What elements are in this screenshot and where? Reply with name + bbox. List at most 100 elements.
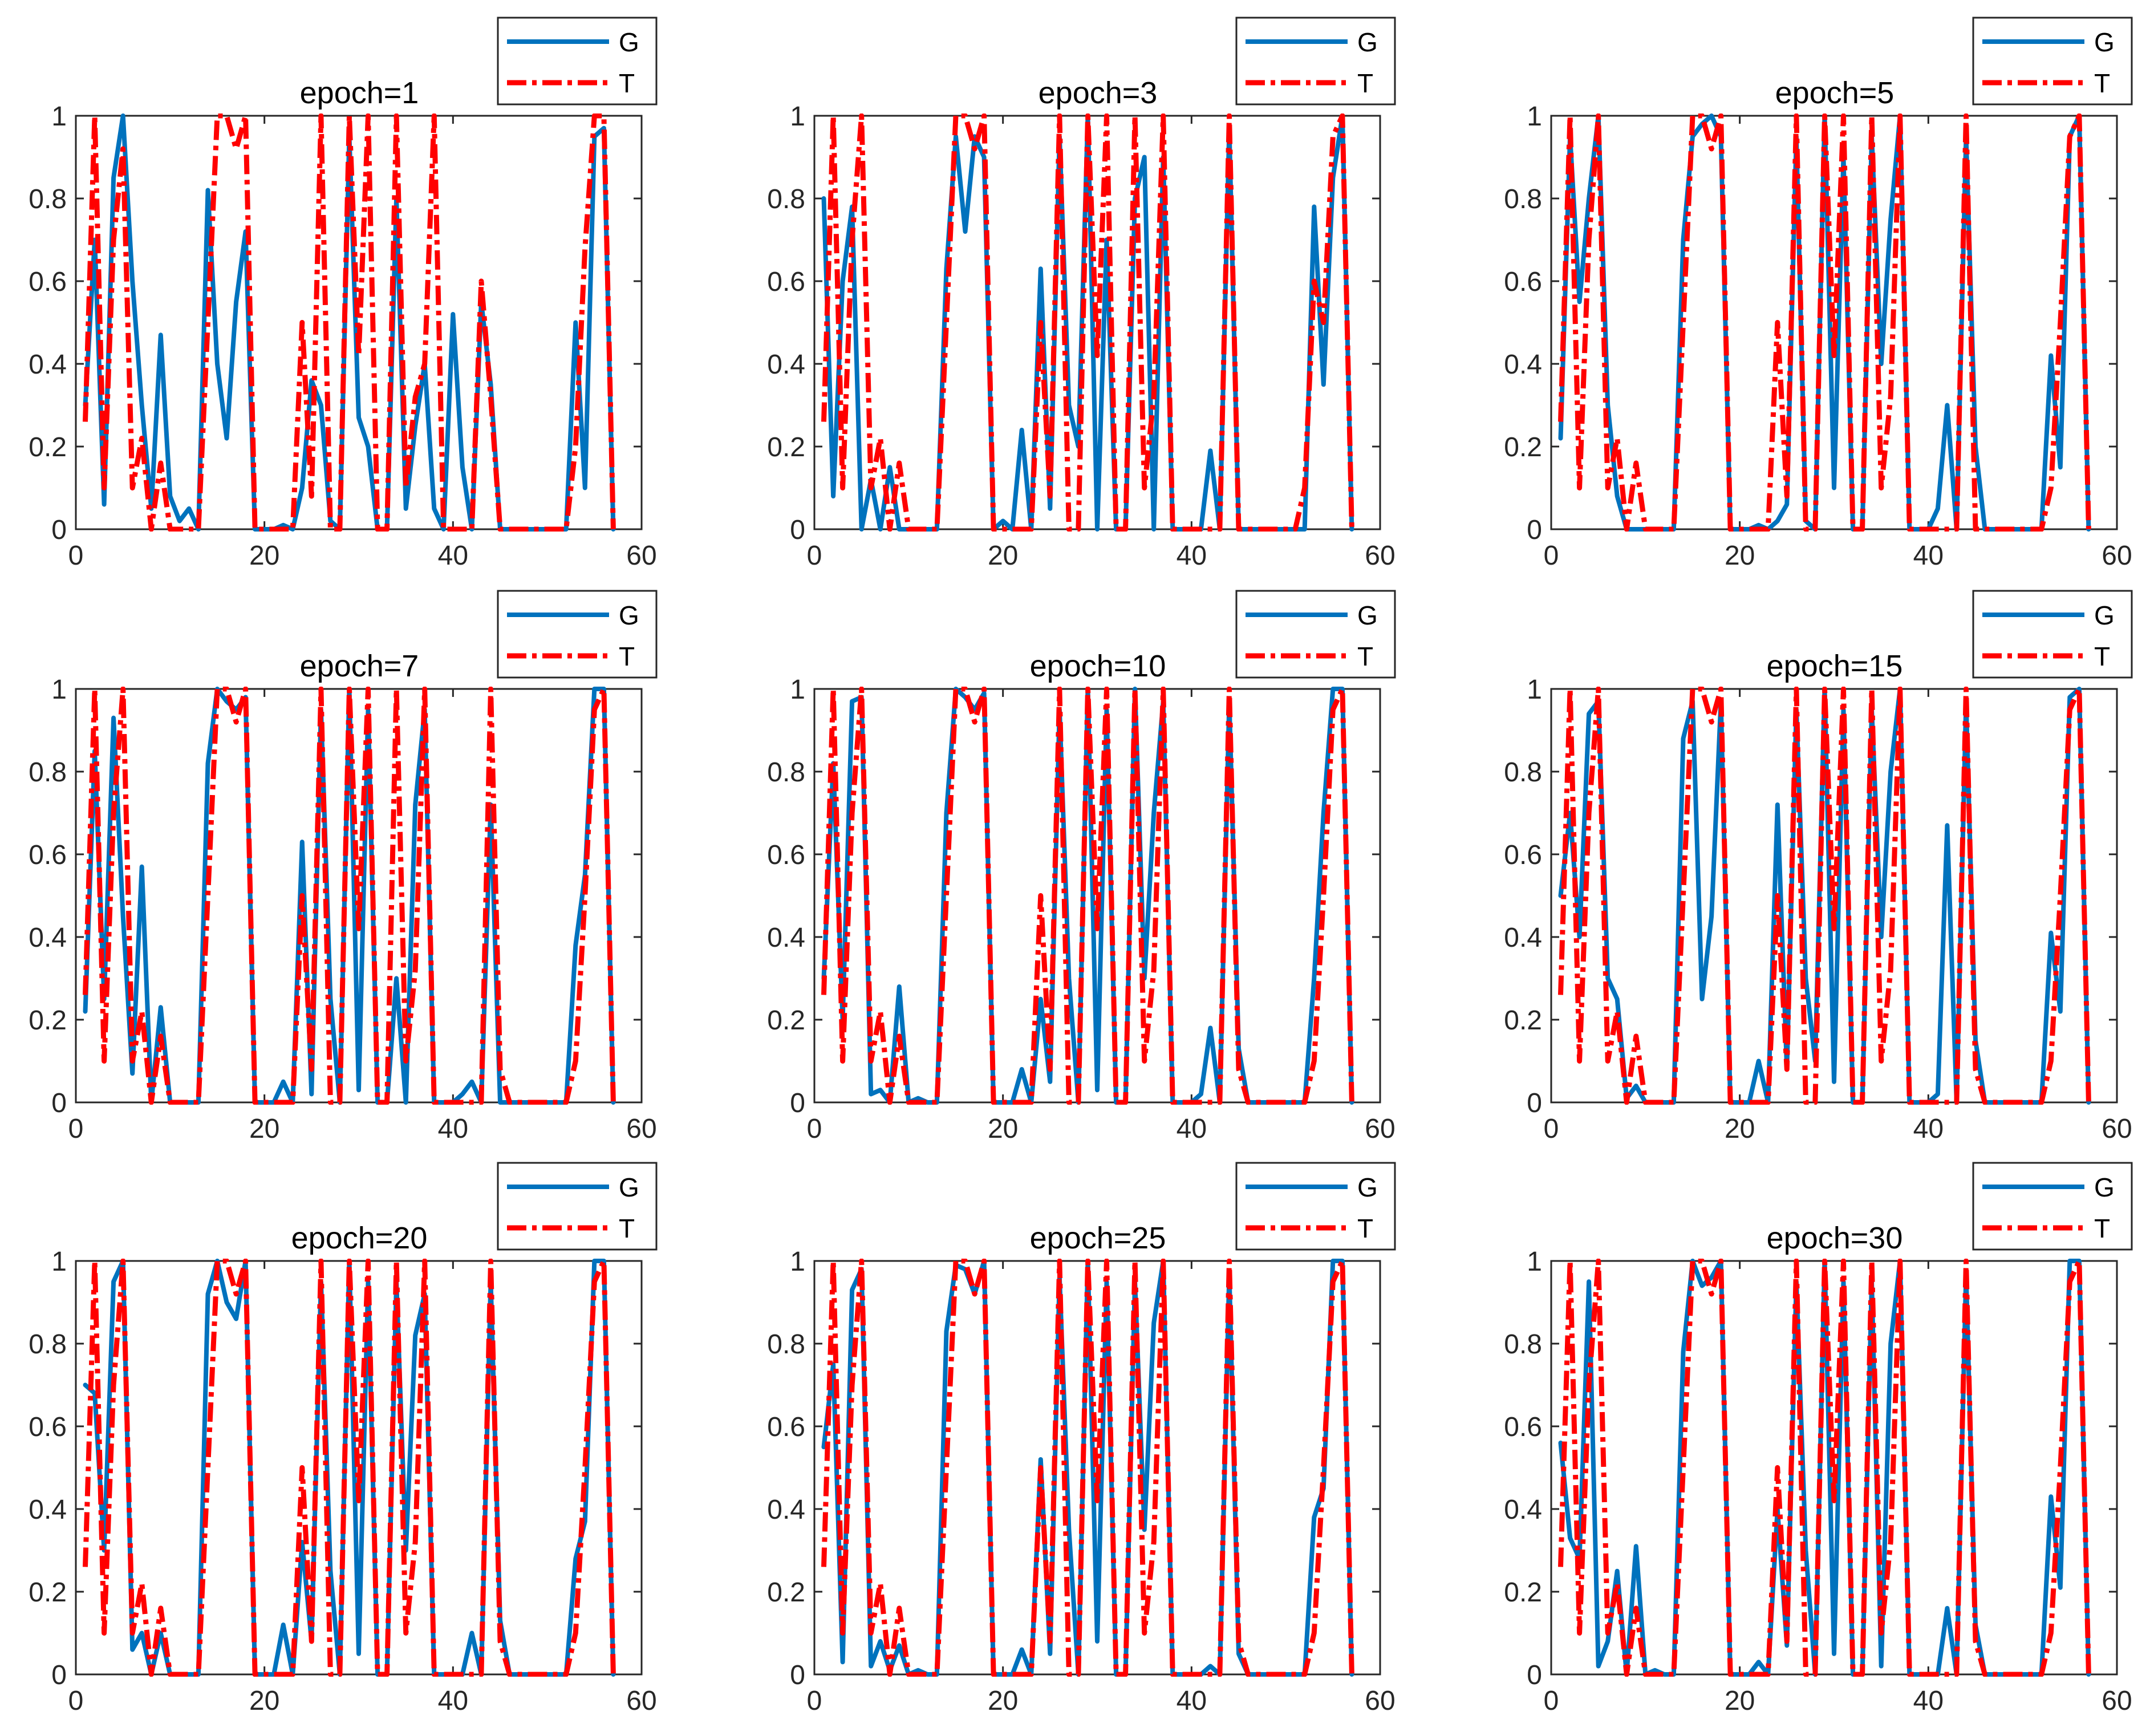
legend-box	[497, 17, 658, 106]
x-tick-label: 40	[1913, 1114, 1944, 1144]
y-tick-label: 0.2	[767, 432, 805, 463]
legend-label-G: G	[619, 1173, 639, 1202]
x-tick-label: 40	[438, 1114, 468, 1144]
x-tick-label: 0	[68, 541, 84, 571]
x-tick-label: 60	[626, 1114, 656, 1144]
subplot-title: epoch=7	[300, 649, 419, 683]
legend-box	[1972, 17, 2133, 106]
x-tick-label: 0	[807, 1114, 822, 1144]
subplot-4: 0 20 40 60 0 0.2 0.4 0.6 0.8 1 epoch=7 GT	[29, 590, 658, 1144]
legend-label-T: T	[619, 68, 635, 98]
legend: GT	[1235, 1162, 1396, 1251]
legend: GT	[497, 590, 658, 679]
legend: GT	[1235, 17, 1396, 106]
subplot-9: 0 20 40 60 0 0.2 0.4 0.6 0.8 1 epoch=30 GT	[1504, 1162, 2133, 1716]
series-line-T	[1558, 687, 2091, 1105]
legend-label-G: G	[1357, 601, 1378, 630]
x-tick-label: 40	[438, 541, 468, 571]
x-tick-label: 20	[988, 1686, 1018, 1716]
y-tick-label: 0	[1527, 515, 1542, 545]
legend: GT	[1972, 590, 2133, 679]
series-line-T	[1558, 113, 2091, 532]
legend-label-G: G	[1357, 1173, 1378, 1202]
y-tick-label: 0	[1527, 1088, 1542, 1118]
y-tick-label: 0.4	[29, 923, 67, 953]
y-tick-label: 0.4	[1504, 350, 1542, 380]
legend-label-G: G	[2094, 601, 2115, 630]
y-tick-label: 1	[51, 102, 67, 132]
x-tick-label: 60	[1365, 1686, 1395, 1716]
y-tick-label: 0.4	[29, 1495, 67, 1525]
y-tick-label: 1	[51, 1247, 67, 1277]
x-tick-label: 20	[249, 1114, 279, 1144]
x-tick-label: 40	[1177, 1114, 1207, 1144]
y-tick-label: 0.8	[767, 184, 805, 214]
legend-label-T: T	[2094, 1214, 2110, 1243]
x-tick-label: 40	[1177, 1686, 1207, 1716]
legend-label-T: T	[2094, 642, 2110, 671]
legend-box	[1972, 1162, 2133, 1251]
subplot-8: 0 20 40 60 0 0.2 0.4 0.6 0.8 1 epoch=25 GT	[767, 1162, 1396, 1716]
x-tick-label: 0	[807, 541, 822, 571]
y-tick-label: 0.4	[1504, 923, 1542, 953]
subplot-5: 0 20 40 60 0 0.2 0.4 0.6 0.8 1 epoch=10 GT	[767, 590, 1396, 1144]
x-tick-label: 60	[2102, 1686, 2132, 1716]
series-line-T	[83, 687, 616, 1105]
y-tick-label: 1	[1527, 102, 1542, 132]
subplot-title: epoch=15	[1767, 649, 1903, 683]
y-tick-label: 0.8	[767, 757, 805, 788]
subplot-title: epoch=1	[300, 76, 419, 110]
y-tick-label: 0.8	[1504, 757, 1542, 788]
legend-label-G: G	[1357, 27, 1378, 57]
y-tick-label: 0	[51, 1660, 67, 1690]
legend-box	[497, 590, 658, 679]
legend-box	[1235, 17, 1396, 106]
legend-label-T: T	[1357, 68, 1373, 98]
x-tick-label: 60	[626, 541, 656, 571]
legend: GT	[1235, 590, 1396, 679]
x-tick-label: 0	[68, 1686, 84, 1716]
y-tick-label: 0	[790, 515, 805, 545]
legend: GT	[1972, 1162, 2133, 1251]
legend: GT	[497, 17, 658, 106]
x-tick-label: 0	[68, 1114, 84, 1144]
x-tick-label: 60	[626, 1686, 656, 1716]
y-tick-label: 0	[51, 515, 67, 545]
y-tick-label: 0.8	[29, 1329, 67, 1360]
y-tick-label: 0.6	[767, 840, 805, 870]
x-tick-label: 0	[1544, 1686, 1559, 1716]
x-tick-label: 60	[2102, 1114, 2132, 1144]
y-tick-label: 1	[1527, 1247, 1542, 1277]
y-tick-label: 1	[790, 675, 805, 705]
legend-label-T: T	[619, 642, 635, 671]
series-line-T	[821, 113, 1354, 532]
series-line-T	[83, 113, 616, 532]
x-tick-label: 0	[1544, 1114, 1559, 1144]
x-tick-label: 20	[249, 541, 279, 571]
y-tick-label: 0.2	[1504, 1577, 1542, 1608]
legend: GT	[1972, 17, 2133, 106]
x-tick-label: 20	[1725, 541, 1755, 571]
legend-label-G: G	[2094, 27, 2115, 57]
legend: GT	[497, 1162, 658, 1251]
y-tick-label: 0.4	[29, 350, 67, 380]
y-tick-label: 0.2	[1504, 1005, 1542, 1036]
legend-box	[497, 1162, 658, 1251]
series-line-T	[1558, 1259, 2091, 1677]
y-tick-label: 0.8	[1504, 1329, 1542, 1360]
subplot-title: epoch=10	[1030, 649, 1166, 683]
legend-box	[1235, 590, 1396, 679]
y-tick-label: 0.2	[767, 1577, 805, 1608]
y-tick-label: 0.6	[1504, 840, 1542, 870]
legend-label-G: G	[619, 601, 639, 630]
legend-box	[1235, 1162, 1396, 1251]
y-tick-label: 0.2	[767, 1005, 805, 1036]
y-tick-label: 0.4	[1504, 1495, 1542, 1525]
x-tick-label: 40	[1177, 541, 1207, 571]
x-tick-label: 40	[1913, 1686, 1944, 1716]
series-line-T	[821, 1259, 1354, 1677]
legend-label-T: T	[2094, 68, 2110, 98]
subplot-title: epoch=5	[1775, 76, 1895, 110]
y-tick-label: 0.2	[29, 1005, 67, 1036]
